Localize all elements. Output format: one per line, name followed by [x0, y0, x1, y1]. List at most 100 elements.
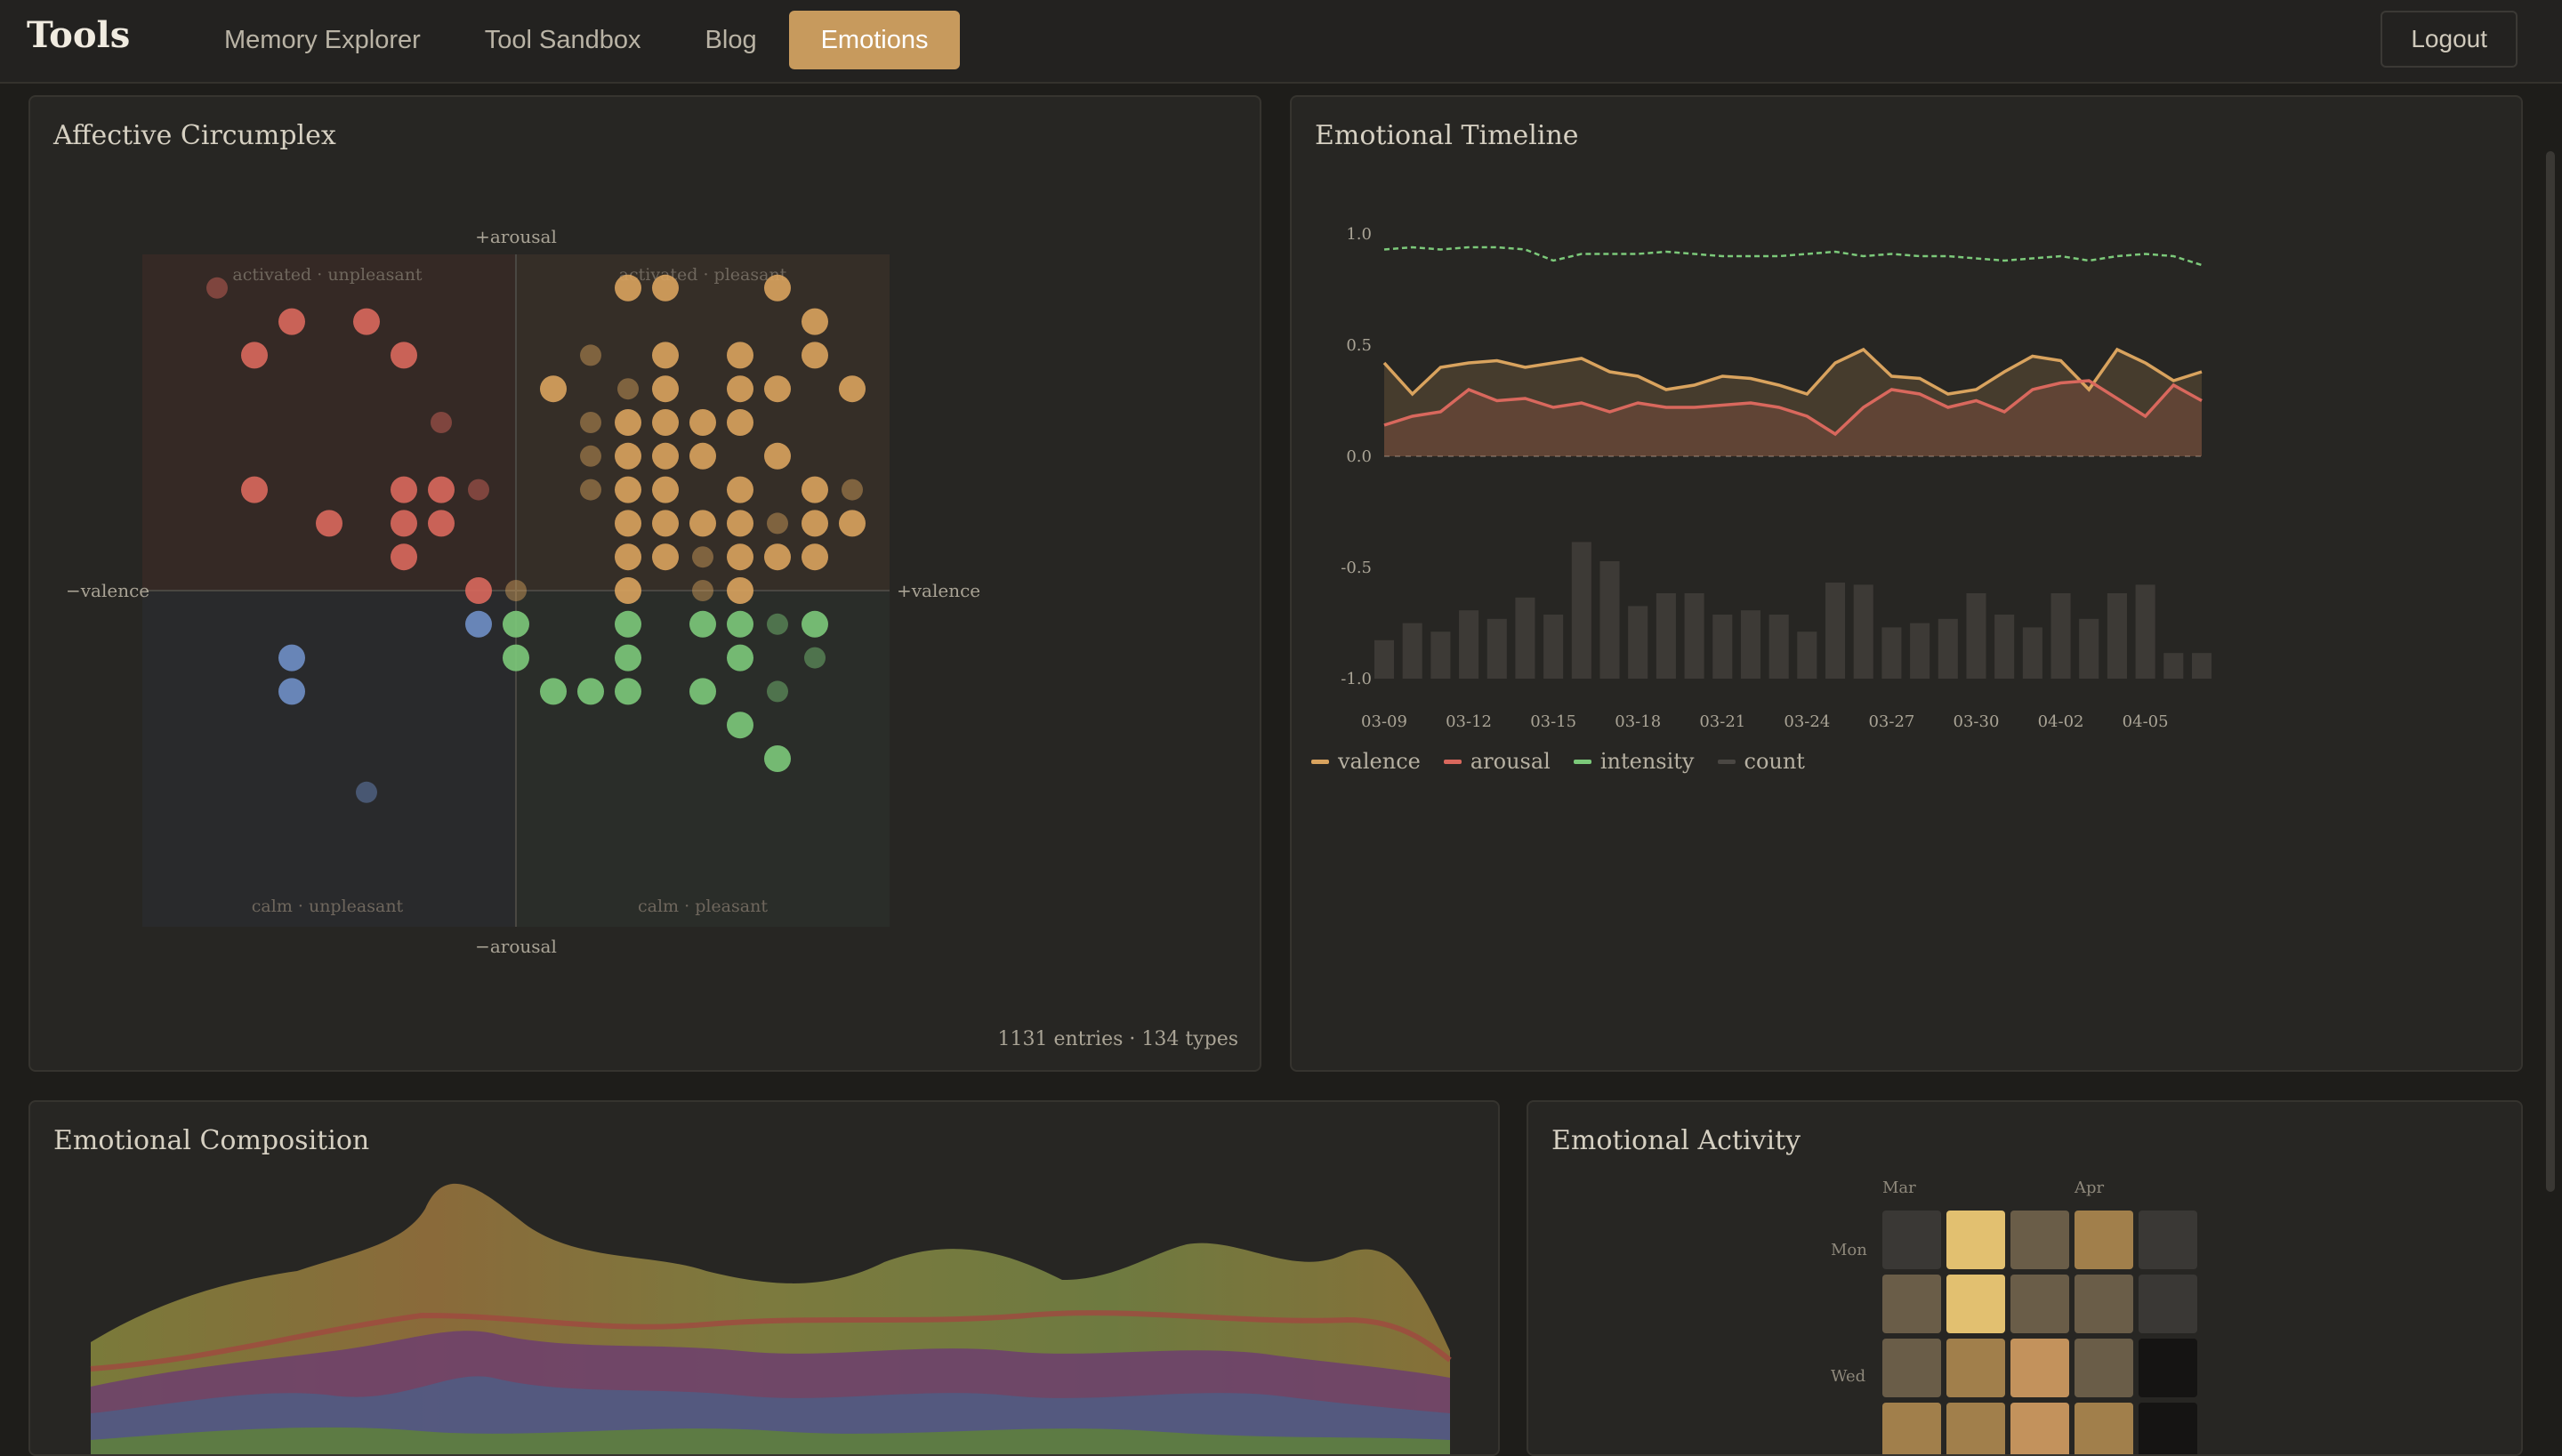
scatter-point[interactable]	[689, 510, 716, 537]
brand-logo[interactable]: Tools	[27, 14, 131, 56]
valence-line[interactable]	[1382, 347, 2203, 397]
scatter-point[interactable]	[652, 476, 679, 503]
scatter-point[interactable]	[689, 409, 716, 436]
scatter-point[interactable]	[241, 342, 268, 369]
scatter-point[interactable]	[727, 409, 753, 436]
count-bar[interactable]	[1966, 593, 1986, 679]
heatmap-cell[interactable]	[1882, 1339, 1941, 1397]
scatter-point[interactable]	[615, 476, 641, 503]
heatmap-cell[interactable]	[1946, 1275, 2005, 1333]
scatter-point[interactable]	[356, 781, 377, 803]
scatter-point[interactable]	[503, 610, 529, 638]
page-scrollbar[interactable]	[2546, 151, 2555, 1192]
scatter-point[interactable]	[615, 442, 641, 470]
scatter-point[interactable]	[615, 510, 641, 537]
scatter-point[interactable]	[727, 610, 753, 638]
intensity-line[interactable]	[1383, 245, 2203, 267]
scatter-point[interactable]	[580, 344, 601, 366]
count-bar[interactable]	[1571, 542, 1591, 679]
scatter-point[interactable]	[767, 680, 788, 703]
scatter-point[interactable]	[689, 442, 716, 470]
scatter-point[interactable]	[615, 610, 641, 638]
count-bar[interactable]	[2163, 653, 2184, 679]
scatter-point[interactable]	[428, 476, 455, 503]
scatter-point[interactable]	[652, 543, 679, 571]
count-bar[interactable]	[2107, 593, 2127, 679]
scatter-point[interactable]	[580, 412, 601, 433]
legend-item-intensity[interactable]: intensity	[1573, 749, 1695, 774]
count-bar[interactable]	[1712, 615, 1733, 679]
scatter-point[interactable]	[391, 342, 417, 369]
heatmap-cell[interactable]	[2139, 1403, 2197, 1456]
scatter-point[interactable]	[802, 308, 828, 335]
scatter-point[interactable]	[316, 510, 342, 537]
scatter-point[interactable]	[839, 375, 866, 403]
heatmap-cell[interactable]	[2139, 1339, 2197, 1397]
scatter-point[interactable]	[727, 342, 753, 369]
scatter-point[interactable]	[465, 577, 492, 604]
heatmap-cell[interactable]	[2075, 1339, 2133, 1397]
scatter-point[interactable]	[767, 613, 788, 635]
scatter-point[interactable]	[767, 512, 788, 535]
heatmap-cell[interactable]	[2010, 1403, 2069, 1456]
scatter-point[interactable]	[391, 476, 417, 503]
scatter-point[interactable]	[727, 543, 753, 571]
scatter-point[interactable]	[652, 510, 679, 537]
scatter-point[interactable]	[727, 510, 753, 537]
scatter-point[interactable]	[391, 543, 417, 571]
heatmap-cell[interactable]	[1882, 1211, 1941, 1269]
scatter-point[interactable]	[764, 442, 791, 470]
scatter-point[interactable]	[353, 308, 380, 335]
count-bar[interactable]	[1797, 631, 1817, 679]
count-bar[interactable]	[1628, 606, 1648, 679]
scatter-point[interactable]	[689, 610, 716, 638]
count-bar[interactable]	[1599, 561, 1620, 679]
scatter-point[interactable]	[615, 409, 641, 436]
count-bar[interactable]	[1430, 631, 1451, 679]
scatter-point[interactable]	[727, 375, 753, 403]
heatmap-cell[interactable]	[1882, 1275, 1941, 1333]
heatmap-cell[interactable]	[1946, 1403, 2005, 1456]
logout-button[interactable]: Logout	[2381, 11, 2518, 68]
scatter-point[interactable]	[615, 678, 641, 705]
scatter-point[interactable]	[652, 442, 679, 470]
scatter-point[interactable]	[505, 580, 527, 601]
scatter-point[interactable]	[692, 546, 713, 568]
scatter-point[interactable]	[206, 277, 228, 299]
scatter-point[interactable]	[802, 342, 828, 369]
scatter-point[interactable]	[802, 543, 828, 571]
heatmap-cell[interactable]	[2075, 1403, 2133, 1456]
scatter-point[interactable]	[727, 644, 753, 672]
count-bar[interactable]	[1938, 618, 1958, 679]
count-bar[interactable]	[2191, 653, 2212, 679]
scatter-point[interactable]	[617, 378, 639, 400]
legend-item-arousal[interactable]: arousal	[1443, 749, 1551, 774]
scatter-point[interactable]	[580, 445, 601, 467]
scatter-point[interactable]	[802, 476, 828, 503]
scatter-point[interactable]	[727, 577, 753, 604]
count-bar[interactable]	[1825, 583, 1846, 679]
scatter-point[interactable]	[431, 412, 452, 433]
count-bar[interactable]	[1656, 593, 1676, 679]
circumplex-chart[interactable]: +arousal −arousal −valence +valence acti…	[30, 97, 1261, 1072]
scatter-point[interactable]	[764, 543, 791, 571]
scatter-point[interactable]	[540, 375, 567, 403]
heatmap-cell[interactable]	[2010, 1275, 2069, 1333]
count-bar[interactable]	[1853, 584, 1873, 679]
arousal-line[interactable]	[1383, 379, 2203, 437]
scatter-point[interactable]	[652, 342, 679, 369]
scatter-point[interactable]	[465, 610, 492, 638]
heatmap-cell[interactable]	[2075, 1211, 2133, 1269]
scatter-point[interactable]	[804, 647, 826, 669]
scatter-point[interactable]	[391, 510, 417, 537]
scatter-point[interactable]	[689, 678, 716, 705]
count-bar[interactable]	[1740, 610, 1760, 679]
scatter-point[interactable]	[241, 476, 268, 503]
scatter-point[interactable]	[577, 678, 604, 705]
scatter-point[interactable]	[428, 510, 455, 537]
count-bar[interactable]	[1402, 623, 1422, 679]
heatmap-cell[interactable]	[1946, 1339, 2005, 1397]
legend-item-count[interactable]: count	[1717, 749, 1805, 774]
scatter-point[interactable]	[615, 644, 641, 672]
scatter-point[interactable]	[615, 577, 641, 604]
